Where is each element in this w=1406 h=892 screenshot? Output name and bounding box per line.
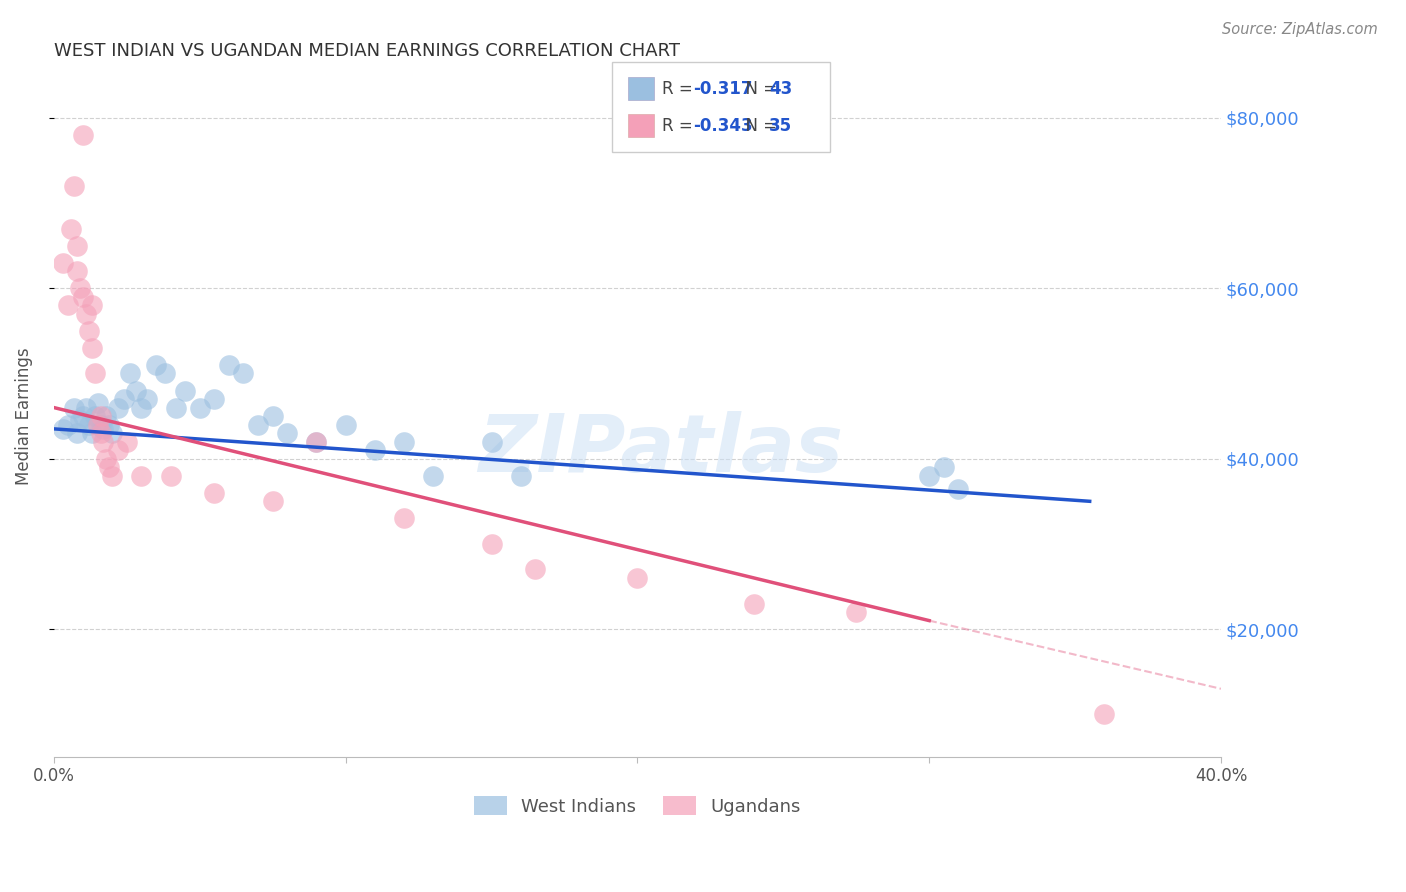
Point [174, 384, 197, 398]
Point [481, 434, 503, 449]
Point [481, 537, 503, 551]
Text: ZIPatlas: ZIPatlas [478, 411, 844, 489]
Point [115, 434, 138, 449]
Text: Source: ZipAtlas.com: Source: ZipAtlas.com [1222, 22, 1378, 37]
Point [101, 468, 124, 483]
Text: -0.317: -0.317 [693, 79, 752, 97]
Point [524, 562, 547, 576]
Point [305, 434, 328, 449]
Point [335, 417, 357, 432]
Point [83, 367, 105, 381]
Point [72, 128, 94, 142]
Text: 43: 43 [769, 79, 793, 97]
Text: -0.343: -0.343 [693, 117, 752, 135]
Point [422, 468, 444, 483]
Point [118, 367, 141, 381]
Point [89, 417, 111, 432]
Text: R =: R = [662, 79, 699, 97]
Point [58, 298, 80, 312]
Point [247, 417, 270, 432]
Point [948, 482, 970, 496]
Point [101, 426, 124, 441]
Point [845, 605, 868, 619]
Point [202, 485, 225, 500]
Point [276, 426, 298, 441]
Y-axis label: Median Earnings: Median Earnings [15, 347, 32, 485]
Point [66, 264, 89, 278]
Point [96, 409, 118, 423]
Point [165, 401, 187, 415]
Point [52, 422, 75, 436]
Legend: West Indians, Ugandans: West Indians, Ugandans [467, 789, 808, 823]
Point [98, 417, 121, 432]
Point [72, 409, 94, 423]
Point [262, 409, 284, 423]
Point [75, 307, 97, 321]
Point [131, 401, 153, 415]
Point [153, 367, 176, 381]
Text: R =: R = [662, 117, 699, 135]
Point [93, 422, 115, 436]
Point [63, 179, 86, 194]
Point [202, 392, 225, 406]
Point [107, 401, 129, 415]
Point [124, 384, 146, 398]
Point [1092, 707, 1115, 722]
Text: N =: N = [735, 79, 783, 97]
Point [63, 401, 86, 415]
Point [131, 468, 153, 483]
Point [509, 468, 531, 483]
Point [69, 281, 91, 295]
Point [742, 597, 765, 611]
Point [262, 494, 284, 508]
Point [80, 298, 103, 312]
Point [75, 401, 97, 415]
Point [98, 460, 121, 475]
Point [107, 443, 129, 458]
Point [136, 392, 159, 406]
Point [80, 426, 103, 441]
Text: N =: N = [735, 117, 783, 135]
Point [145, 358, 167, 372]
Point [188, 401, 211, 415]
Point [96, 451, 118, 466]
Point [918, 468, 941, 483]
Point [89, 426, 111, 441]
Text: 35: 35 [769, 117, 792, 135]
Point [89, 409, 111, 423]
Point [83, 409, 105, 423]
Point [232, 367, 254, 381]
Point [77, 324, 100, 338]
Point [392, 434, 415, 449]
Point [58, 417, 80, 432]
Point [392, 511, 415, 525]
Point [932, 460, 955, 475]
Point [72, 290, 94, 304]
Point [86, 417, 108, 432]
Point [60, 221, 83, 235]
Text: WEST INDIAN VS UGANDAN MEDIAN EARNINGS CORRELATION CHART: WEST INDIAN VS UGANDAN MEDIAN EARNINGS C… [53, 42, 681, 60]
Point [80, 341, 103, 355]
Point [93, 434, 115, 449]
Point [66, 238, 89, 252]
Point [218, 358, 240, 372]
Point [159, 468, 181, 483]
Point [86, 396, 108, 410]
Point [69, 413, 91, 427]
Point [626, 571, 648, 585]
Point [112, 392, 135, 406]
Point [305, 434, 328, 449]
Point [77, 417, 100, 432]
Point [66, 426, 89, 441]
Point [52, 255, 75, 269]
Point [364, 443, 387, 458]
